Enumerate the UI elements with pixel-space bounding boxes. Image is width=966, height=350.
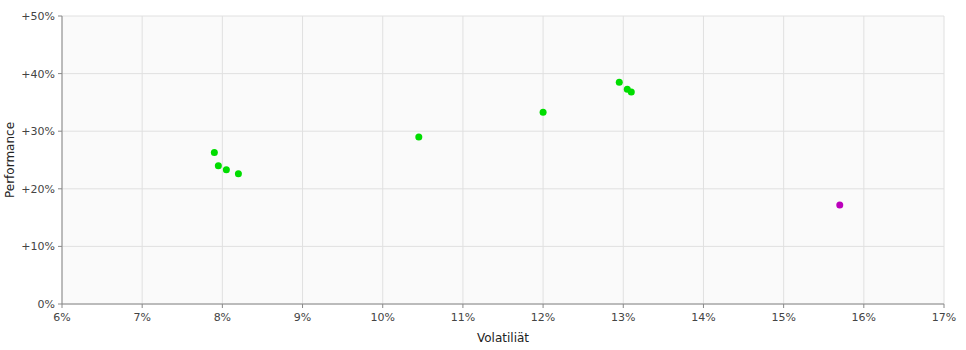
- tick-label-y: 0%: [38, 298, 55, 311]
- tick-label-x: 12%: [531, 311, 555, 324]
- axis-line-y: [62, 16, 63, 304]
- point: [215, 162, 222, 169]
- grid-line-x: [382, 16, 383, 304]
- tick-y: [58, 304, 62, 305]
- chart: 6% 7% 8% 9% 10% 11% 12% 13% 14% 15% 16% 17% 0% +10% +2…: [0, 0, 966, 350]
- grid-line-x: [222, 16, 223, 304]
- grid-line-y: [62, 16, 944, 17]
- tick-y: [58, 131, 62, 132]
- tick-x: [62, 304, 63, 308]
- grid-line-x: [142, 16, 143, 304]
- grid-line-y: [62, 188, 944, 189]
- grid-line-y: [62, 304, 944, 305]
- axes: 6% 7% 8% 9% 10% 11% 12% 13% 14% 15% 16% 17% 0% +10% +2…: [21, 10, 956, 324]
- axis-line-x: [62, 304, 944, 305]
- grid-line-x: [783, 16, 784, 304]
- tick-x: [623, 304, 624, 308]
- point: [540, 109, 547, 116]
- grid-line-x: [863, 16, 864, 304]
- tick-y: [58, 16, 62, 17]
- tick-x: [142, 304, 143, 308]
- tick-label-x: 13%: [611, 311, 635, 324]
- tick-label-x: 9%: [294, 311, 311, 324]
- x-axis-label: Volatiliät: [477, 331, 529, 345]
- grid-line-x: [62, 16, 63, 304]
- grid: [62, 16, 944, 304]
- grid-line-y: [62, 246, 944, 247]
- series: [211, 79, 635, 178]
- tick-label-x: 17%: [932, 311, 956, 324]
- tick-label-x: 6%: [53, 311, 70, 324]
- grid-line-x: [302, 16, 303, 304]
- point: [223, 166, 230, 173]
- tick-x: [944, 304, 945, 308]
- tick-label-x: 16%: [852, 311, 876, 324]
- y-axis-label: Performance: [3, 122, 17, 198]
- tick-x: [382, 304, 383, 308]
- tick-label-y: +40%: [21, 68, 55, 81]
- tick-label-x: 11%: [451, 311, 475, 324]
- tick-label-y: +30%: [21, 125, 55, 138]
- tick-x: [302, 304, 303, 308]
- grid-line-y: [62, 73, 944, 74]
- tick-label-y: +10%: [21, 240, 55, 253]
- point: [235, 170, 242, 177]
- point: [211, 149, 218, 156]
- tick-label-y: +50%: [21, 10, 55, 23]
- tick-label-y: +20%: [21, 183, 55, 196]
- tick-x: [222, 304, 223, 308]
- point: [415, 133, 422, 140]
- grid-line-x: [703, 16, 704, 304]
- grid-line-x: [944, 16, 945, 304]
- tick-x: [783, 304, 784, 308]
- grid-line-x: [623, 16, 624, 304]
- point: [616, 79, 623, 86]
- tick-y: [58, 188, 62, 189]
- plot-area: [62, 16, 944, 304]
- grid-line-y: [62, 131, 944, 132]
- tick-x: [543, 304, 544, 308]
- grid-line-x: [462, 16, 463, 304]
- tick-label-x: 8%: [214, 311, 231, 324]
- point: [628, 89, 635, 96]
- series: [836, 201, 843, 208]
- grid-line-x: [543, 16, 544, 304]
- tick-y: [58, 73, 62, 74]
- tick-label-x: 10%: [371, 311, 395, 324]
- tick-label-x: 15%: [771, 311, 795, 324]
- tick-x: [863, 304, 864, 308]
- tick-x: [703, 304, 704, 308]
- tick-x: [462, 304, 463, 308]
- marks: [211, 79, 843, 209]
- tick-label-x: 7%: [133, 311, 150, 324]
- point: [836, 201, 843, 208]
- tick-y: [58, 246, 62, 247]
- tick-label-x: 14%: [691, 311, 715, 324]
